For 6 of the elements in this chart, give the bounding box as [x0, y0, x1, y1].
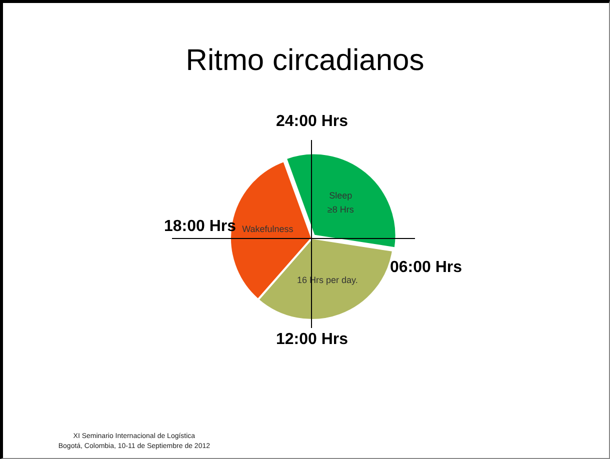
slice-label: Sleep ≥8 Hrs — [327, 190, 354, 215]
slice-label: Wakefulness — [242, 224, 294, 234]
chart-title: Ritmo circadianos — [184, 44, 426, 78]
text: 12:00 Hrs — [276, 331, 348, 349]
text: 24:00 Hrs — [276, 113, 348, 131]
text: 06:00 Hrs — [390, 259, 462, 277]
